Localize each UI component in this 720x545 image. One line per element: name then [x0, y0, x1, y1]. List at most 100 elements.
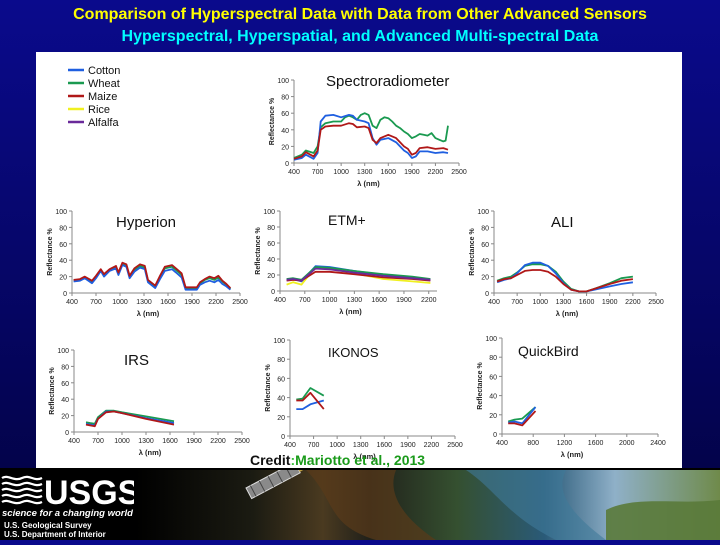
x-tick-label: 2200: [208, 299, 224, 306]
y-tick-label: 20: [281, 144, 289, 151]
y-tick-label: 20: [59, 275, 67, 282]
usgs-logo-text: USGS: [44, 474, 134, 512]
x-tick-label: 700: [308, 442, 320, 449]
chart-title: Hyperion: [116, 214, 176, 231]
y-tick-label: 20: [481, 275, 489, 282]
y-tick-label: 60: [281, 111, 289, 118]
x-axis-label: λ (nm): [137, 309, 160, 318]
legend-label: Cotton: [88, 65, 120, 77]
x-tick-label: 2200: [421, 297, 437, 304]
series-line-wheat: [507, 406, 537, 423]
series-line-maize: [293, 122, 449, 160]
series-line-wheat: [296, 387, 325, 401]
series-line-cotton: [296, 399, 325, 410]
series-line-maize: [496, 269, 634, 293]
y-tick-label: 40: [59, 258, 67, 265]
x-tick-label: 400: [284, 442, 296, 449]
y-tick-label: 20: [489, 413, 497, 420]
x-tick-label: 2200: [625, 299, 641, 306]
y-tick-label: 100: [273, 338, 285, 345]
y-tick-label: 100: [263, 209, 275, 216]
x-tick-label: 1600: [380, 169, 396, 176]
x-tick-label: 2000: [619, 440, 635, 447]
x-tick-label: 400: [66, 299, 78, 306]
legend-label: Wheat: [88, 78, 120, 90]
y-tick-label: 40: [267, 257, 275, 264]
x-tick-label: 1300: [353, 442, 369, 449]
credit-label: Credit: [250, 452, 291, 468]
x-tick-label: 1900: [602, 299, 618, 306]
y-tick-label: 40: [489, 394, 497, 401]
y-tick-label: 0: [485, 291, 489, 298]
y-tick-label: 80: [481, 225, 489, 232]
chart-title: QuickBird: [518, 343, 579, 359]
x-tick-label: 1000: [112, 299, 128, 306]
y-axis-label: Reflectance %: [477, 361, 484, 409]
y-tick-label: 40: [281, 128, 289, 135]
x-axis-label: λ (nm): [139, 448, 162, 457]
satellite-imagery-banner: [136, 458, 720, 540]
y-tick-label: 0: [271, 289, 275, 296]
x-tick-label: 1000: [329, 442, 345, 449]
chart-spectroradiometer: 0 20 40 60 80 100 400 700 1000 1300 1600 1900 2200 25…: [269, 73, 467, 188]
chart-etm-: 0 20 40 60 80 100 400 700 1000 1300 1600 1900 2200 λ …: [255, 209, 437, 316]
x-tick-label: 1900: [184, 299, 200, 306]
legend-label: Rice: [88, 104, 110, 116]
series-line-maize: [73, 261, 232, 289]
y-tick-label: 0: [281, 434, 285, 441]
x-tick-label: 1600: [588, 440, 604, 447]
x-tick-label: 1900: [404, 169, 420, 176]
x-tick-label: 1300: [347, 297, 363, 304]
series-line-maize: [508, 410, 537, 427]
x-tick-label: 400: [274, 297, 286, 304]
y-tick-label: 100: [477, 209, 489, 216]
x-axis-label: λ (nm): [353, 452, 376, 461]
credit-colon: :: [290, 452, 296, 468]
legend-item: Rice: [68, 104, 110, 116]
x-tick-label: 1600: [579, 299, 595, 306]
satellite-icon: [245, 458, 720, 540]
legend-label: Alfalfa: [88, 117, 119, 129]
chart-hyperion: 0 20 40 60 80 100 400 700 1000 1300 1600 1900 2200 25…: [47, 209, 248, 318]
x-tick-label: 1600: [371, 297, 387, 304]
legend-item: Alfalfa: [68, 117, 119, 129]
y-tick-label: 60: [489, 374, 497, 381]
x-tick-label: 1600: [376, 442, 392, 449]
x-tick-label: 1300: [136, 299, 152, 306]
x-tick-label: 700: [90, 299, 102, 306]
x-axis-label: λ (nm): [339, 307, 362, 316]
y-axis-label: Reflectance %: [265, 363, 272, 411]
x-tick-label: 700: [92, 438, 104, 445]
x-tick-label: 1000: [322, 297, 338, 304]
chart-title: ETM+: [328, 212, 366, 228]
x-tick-label: 400: [68, 438, 80, 445]
x-tick-label: 2500: [451, 169, 467, 176]
y-axis-label: Reflectance %: [49, 366, 56, 414]
y-tick-label: 0: [63, 291, 67, 298]
x-tick-label: 2400: [650, 440, 666, 447]
chart-ikonos: 0 20 40 60 80 100 400 700 1000 1300 1600 1900 2200 25…: [265, 338, 463, 461]
credit: Credit:Mariotto et al., 2013: [250, 452, 425, 468]
x-tick-label: 1300: [357, 169, 373, 176]
x-axis-label: λ (nm): [561, 450, 584, 459]
x-tick-label: 1900: [400, 442, 416, 449]
y-tick-label: 100: [57, 348, 69, 355]
y-tick-label: 80: [489, 355, 497, 362]
series-line-alfalfa: [286, 267, 431, 282]
x-tick-label: 2500: [234, 438, 250, 445]
x-tick-label: 1000: [333, 169, 349, 176]
y-tick-label: 60: [267, 241, 275, 248]
x-tick-label: 2200: [428, 169, 444, 176]
y-axis-label: Reflectance %: [47, 227, 54, 275]
y-tick-label: 80: [59, 225, 67, 232]
usgs-logo: USGS science for a changing world: [0, 470, 140, 520]
x-tick-label: 2500: [648, 299, 664, 306]
x-tick-label: 400: [488, 299, 500, 306]
slide-title: Comparison of Hyperspectral Data with Da…: [73, 6, 647, 23]
legend-item: Maize: [68, 91, 117, 103]
series-line-wheat: [293, 112, 449, 159]
usgs-logo-tagline: science for a changing world: [2, 508, 133, 519]
